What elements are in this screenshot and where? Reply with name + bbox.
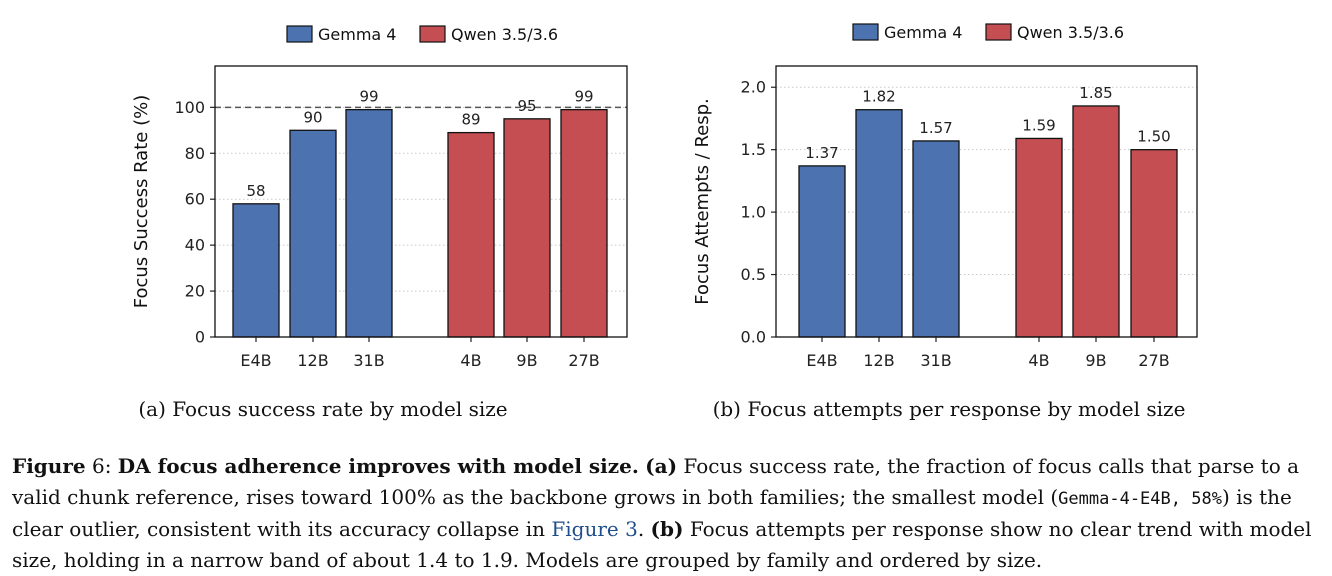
x-tick-label: E4B [240,351,271,370]
legend-swatch [985,23,1012,41]
x-tick-label: 12B [863,351,894,370]
caption-title: DA focus adherence improves with model s… [117,454,639,478]
x-tick-label: 4B [1028,351,1049,370]
caption-part-a-text2: ) is the clear outlier, consistent with … [12,484,1292,542]
y-axis-label: Focus Success Rate (%) [131,95,152,308]
bar-31b [345,108,393,338]
legend-swatch [419,25,446,43]
bar-value-label: 99 [359,88,378,106]
bar-value-label: 89 [461,111,480,129]
chart-panel-a: 0 20 40 60 80 100 58 90 99 89 95 99 E4B 12B 31B 4B 9B 27B… [131,25,628,421]
bar-9b [503,118,551,338]
x-tick-label: 9B [1085,351,1106,370]
legend-label: Qwen 3.5/3.6 [1017,23,1124,42]
bar-value-label: 95 [517,97,536,115]
y-tick-label: 0.5 [741,265,766,284]
caption-part-a-tag: (a) [645,454,678,478]
legend-label: Gemma 4 [884,23,962,42]
bar-value-label: 1.57 [919,119,952,137]
bar-value-label: 1.82 [862,88,895,106]
bar-value-label: 1.85 [1079,84,1112,102]
y-tick-label: 20 [185,282,205,301]
bar-12b [855,109,903,338]
x-tick-label: 27B [1138,351,1169,370]
caption-period: . [637,517,645,541]
caption-figure-number: 6 [91,454,105,478]
bar-value-label: 58 [246,182,265,200]
bar-27b [560,108,608,338]
y-tick-label: 60 [185,190,205,209]
x-tick-label: 31B [920,351,951,370]
caption-part-b-tag: (b) [650,517,684,541]
bar-value-label: 1.37 [805,144,838,162]
bar-e4b [798,165,846,338]
x-tick-label: 27B [568,351,599,370]
y-axis-label: Focus Attempts / Resp. [692,98,713,305]
bar-value-label: 1.59 [1022,116,1055,134]
x-tick-label: E4B [806,351,837,370]
bar-value-label: 99 [574,88,593,106]
bar-4b [1015,137,1063,338]
plot-frame [214,65,628,338]
y-tick-label: 0 [195,328,205,347]
y-tick-label: 1.0 [741,203,766,222]
figure-caption: Figure 6: DA focus adherence improves wi… [12,451,1322,575]
legend-swatch [286,25,313,43]
legend-swatch [852,23,879,41]
y-tick-label: 80 [185,144,205,163]
caption-figure-link[interactable]: Figure 3 [551,517,638,541]
y-tick-label: 1.5 [741,140,766,159]
caption-part-a-text: Focus success rate, the fraction of focu… [12,454,1300,509]
bar-27b [1130,149,1178,338]
caption-colon: : [104,454,112,478]
x-tick-label: 9B [516,351,537,370]
caption-figure-word: Figure [12,454,86,478]
legend-label: Gemma 4 [318,25,396,44]
legend-label: Qwen 3.5/3.6 [451,25,558,44]
x-tick-label: 31B [353,351,384,370]
bar-value-label: 90 [303,108,322,126]
x-tick-label: 12B [297,351,328,370]
bar-value-label: 1.50 [1137,128,1170,146]
bar-12b [289,129,337,338]
bar-4b [447,131,495,338]
subcaption: (a) Focus success rate by model size [138,397,507,421]
y-tick-label: 100 [174,98,205,117]
bar-e4b [232,203,280,338]
x-tick-label: 4B [460,351,481,370]
bar-9b [1072,105,1120,338]
y-tick-label: 40 [185,236,205,255]
y-tick-label: 2.0 [741,78,766,97]
y-tick-label: 0.0 [741,328,766,347]
plot-frame [775,65,1198,338]
bar-31b [912,140,960,338]
caption-model-name: Gemma-4-E4B, 58% [1058,488,1222,509]
subcaption: (b) Focus attempts per response by model… [713,397,1186,421]
chart-panel-b: 0.0 0.5 1.0 1.5 2.0 1.37 1.82 1.57 1.59 1.85 1.50 E… [692,23,1198,421]
caption-part-b-text: Focus attempts per response show no clea… [12,517,1312,572]
